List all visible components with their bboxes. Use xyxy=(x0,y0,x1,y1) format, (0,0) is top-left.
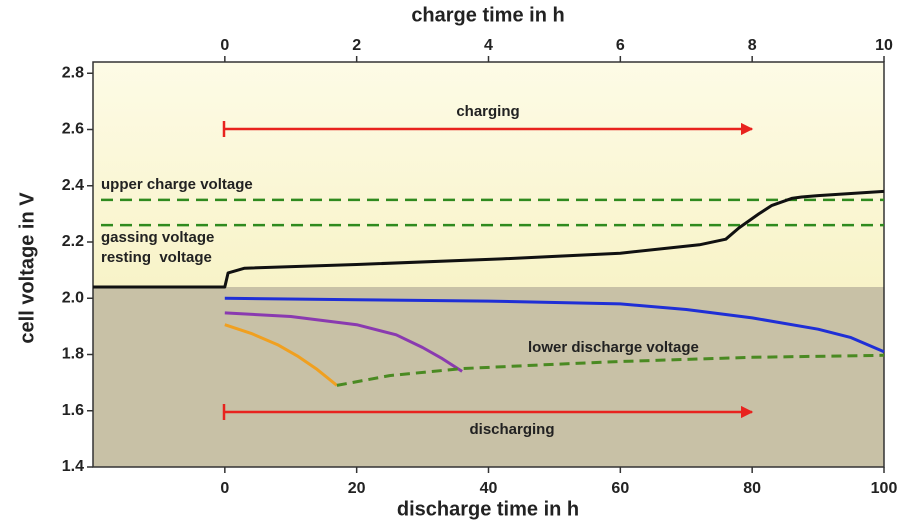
y-tick-label: 2.4 xyxy=(62,177,84,194)
x2-tick-label: 6 xyxy=(616,37,625,54)
x-tick-label: 100 xyxy=(871,480,898,497)
y-tick-label: 1.6 xyxy=(62,402,84,419)
annotation: upper charge voltage xyxy=(101,176,253,193)
x2-tick-label: 4 xyxy=(484,37,493,54)
annotation: resting voltage xyxy=(101,249,212,266)
series-line xyxy=(224,296,885,354)
series-line xyxy=(224,311,463,373)
x-tick-label: 60 xyxy=(611,480,629,497)
annotation: discharging xyxy=(469,421,554,438)
lower-region xyxy=(93,287,884,467)
upper-region xyxy=(93,62,884,287)
y-axis-title: cell voltage in V xyxy=(16,192,38,344)
series-line xyxy=(336,353,885,387)
y-tick-label: 1.4 xyxy=(62,458,84,475)
y-tick-label: 2.2 xyxy=(62,233,84,250)
plot xyxy=(93,189,885,387)
series-line xyxy=(224,323,338,387)
annotation: gassing voltage xyxy=(101,229,214,246)
x2-tick-label: 10 xyxy=(875,37,893,54)
x-tick-label: 40 xyxy=(480,480,498,497)
x-tick-label: 80 xyxy=(743,480,761,497)
x2-tick-label: 0 xyxy=(220,37,229,54)
x2-tick-label: 8 xyxy=(748,37,757,54)
y-tick-label: 2.0 xyxy=(62,289,84,306)
axes: 1.4 1.6 1.8 2.0 2.2 2.4 2.6 2.8 0 20 40 60 80 100 0 2 4 6… xyxy=(62,37,898,497)
annotation: charging xyxy=(456,103,519,120)
y-tick-label: 2.8 xyxy=(62,64,84,81)
x2-axis-title: charge time in h xyxy=(411,4,564,26)
annotation: lower discharge voltage xyxy=(528,339,699,356)
series-line xyxy=(93,189,885,289)
x2-tick-label: 2 xyxy=(352,37,361,54)
x-tick-label: 0 xyxy=(220,480,229,497)
y-tick-label: 2.6 xyxy=(62,121,84,138)
x-tick-label: 20 xyxy=(348,480,366,497)
y-tick-label: 1.8 xyxy=(62,346,84,363)
x-axis-title: discharge time in h xyxy=(397,498,579,520)
